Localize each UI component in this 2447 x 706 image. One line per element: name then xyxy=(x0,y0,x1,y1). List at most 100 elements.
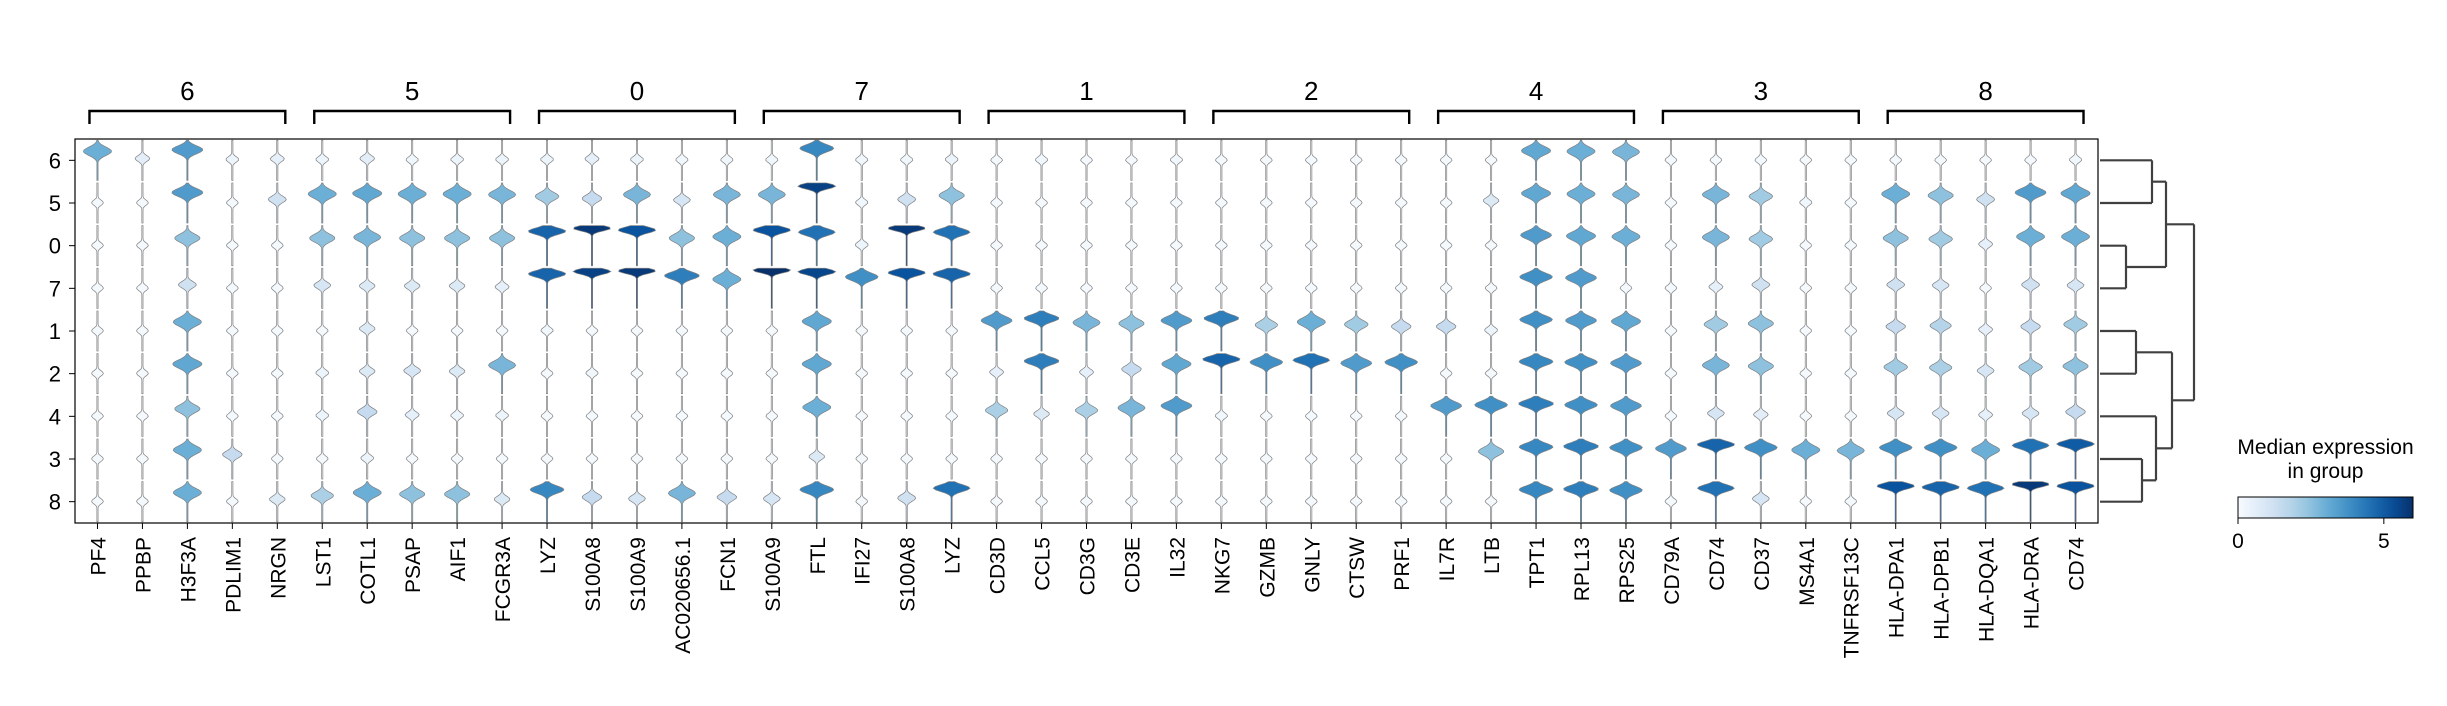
violin-1-IFI27 xyxy=(855,310,869,352)
violin-8-CTSW xyxy=(1349,481,1363,523)
violin-3-MS4A1 xyxy=(1791,438,1821,480)
violin-8-COTL1 xyxy=(352,481,382,523)
violin-1-CD37 xyxy=(1748,310,1774,352)
violin-1-CD3G xyxy=(1072,310,1101,352)
violin-0-PRF1 xyxy=(1394,225,1408,267)
violin-4-IL32 xyxy=(1160,395,1193,437)
violin-7-GNLY xyxy=(1304,267,1318,309)
violin-2-CD3D xyxy=(989,353,1005,395)
violin-5-LTB xyxy=(1483,182,1500,224)
x-tick-label: AIF1 xyxy=(447,537,470,581)
violin-0-HLA-DPB1 xyxy=(1928,225,1953,267)
violin-1-CTSW xyxy=(1343,310,1369,352)
violin-7-LYZ xyxy=(932,267,971,309)
violin-1-CD74 xyxy=(2063,310,2088,352)
violin-7-RPS25 xyxy=(1619,267,1633,309)
x-tick-label: IL7R xyxy=(1436,537,1459,581)
violin-1-LYZ xyxy=(540,310,554,352)
violin-2-AC020656.1 xyxy=(675,353,689,395)
violin-2-CD79A xyxy=(1664,353,1678,395)
violin-0-PDLIM1 xyxy=(226,225,239,267)
violin-7-CCL5 xyxy=(1035,267,1048,309)
x-tick-label: CD3E xyxy=(1121,537,1144,593)
violin-1-CCL5 xyxy=(1023,310,1060,352)
violin-7-AC020656.1 xyxy=(664,267,700,309)
violin-1-CD3D xyxy=(980,310,1013,352)
violin-1-CD79A xyxy=(1664,310,1678,352)
x-tick-label: CCL5 xyxy=(1032,537,1055,591)
violin-7-S100A8 xyxy=(887,267,926,309)
violin-7-LST1 xyxy=(313,267,332,309)
x-tick-label: S100A8 xyxy=(582,537,605,612)
violin-7-CD37 xyxy=(1751,267,1771,309)
violin-2-TPT1 xyxy=(1518,353,1554,395)
violin-7-CD74 xyxy=(1708,267,1724,309)
violin-2-COTL1 xyxy=(359,353,376,395)
violin-5-MS4A1 xyxy=(1799,182,1813,224)
violin-4-CD37 xyxy=(1753,395,1769,437)
x-tick-label: S100A9 xyxy=(627,537,650,612)
violin-4-HLA-DPB1 xyxy=(1931,395,1950,437)
x-tick-label: CD3G xyxy=(1077,537,1100,595)
violin-1-IL32 xyxy=(1160,310,1193,352)
violin-2-FCGR3A xyxy=(488,353,517,395)
violin-0-FTL xyxy=(797,225,836,267)
violin-7-PRF1 xyxy=(1394,267,1408,309)
violin-7-CD3E xyxy=(1125,267,1138,309)
violin-6-IL7R xyxy=(1439,139,1453,181)
violin-5-LYZ xyxy=(938,182,965,224)
violin-3-S100A9 xyxy=(765,438,779,480)
violin-8-FTL xyxy=(799,481,835,523)
violin-6-PDLIM1 xyxy=(225,139,239,181)
violin-1-AC020656.1 xyxy=(675,310,689,352)
x-tick-label: IFI27 xyxy=(852,537,875,585)
violin-6-S100A9 xyxy=(630,139,644,181)
violin-4-S100A9 xyxy=(630,395,644,437)
violin-6-CD74 xyxy=(1709,139,1723,181)
x-tick-label: H3F3A xyxy=(177,537,200,602)
x-tick-label: COTL1 xyxy=(357,537,380,605)
violin-3-HLA-DQA1 xyxy=(1971,438,2000,480)
violin-3-RPL13 xyxy=(1563,438,1599,480)
violin-4-CD79A xyxy=(1664,395,1678,437)
violin-4-IFI27 xyxy=(855,395,869,437)
violin-0-PPBP xyxy=(136,225,149,267)
violin-2-CTSW xyxy=(1340,353,1373,395)
violin-2-LYZ xyxy=(540,353,554,395)
violin-4-AIF1 xyxy=(450,395,464,437)
y-tick-label: 2 xyxy=(49,362,61,387)
violin-3-PSAP xyxy=(405,438,419,480)
group-label: 3 xyxy=(1754,76,1768,106)
group-label: 4 xyxy=(1529,76,1543,106)
violin-8-CD74 xyxy=(2056,481,2095,523)
violin-8-H3F3A xyxy=(173,481,202,523)
violin-1-PRF1 xyxy=(1390,310,1412,352)
violin-0-S100A9 xyxy=(617,225,656,267)
violin-1-CD74 xyxy=(1703,310,1729,352)
violin-2-H3F3A xyxy=(172,353,203,395)
violin-7-H3F3A xyxy=(177,267,197,309)
violin-6-HLA-DPA1 xyxy=(1889,139,1903,181)
violin-6-LTB xyxy=(1484,139,1498,181)
violin-3-AC020656.1 xyxy=(675,438,689,480)
violin-4-FCGR3A xyxy=(495,395,509,437)
violin-4-HLA-DQA1 xyxy=(1978,395,1994,437)
violin-8-FCN1 xyxy=(716,481,738,523)
violin-4-GNLY xyxy=(1304,395,1318,437)
violin-5-AIF1 xyxy=(442,182,472,224)
violin-5-TPT1 xyxy=(1520,182,1552,224)
violin-2-PRF1 xyxy=(1384,353,1419,395)
violin-4-CTSW xyxy=(1349,395,1363,437)
x-tick-label: MS4A1 xyxy=(1796,537,1819,606)
x-tick-label: PDLIM1 xyxy=(222,537,245,613)
violin-2-FCN1 xyxy=(720,353,734,395)
violin-3-PF4 xyxy=(91,438,104,480)
violin-3-CD3G xyxy=(1080,438,1093,480)
violin-5-AC020656.1 xyxy=(673,182,691,224)
violin-0-TNFRSF13C xyxy=(1844,225,1858,267)
violin-2-CD3G xyxy=(1079,353,1094,395)
violin-2-S100A9 xyxy=(630,353,644,395)
violin-0-LTB xyxy=(1484,225,1498,267)
violin-2-HLA-DQA1 xyxy=(1976,353,1995,395)
violin-0-LYZ xyxy=(528,225,567,267)
